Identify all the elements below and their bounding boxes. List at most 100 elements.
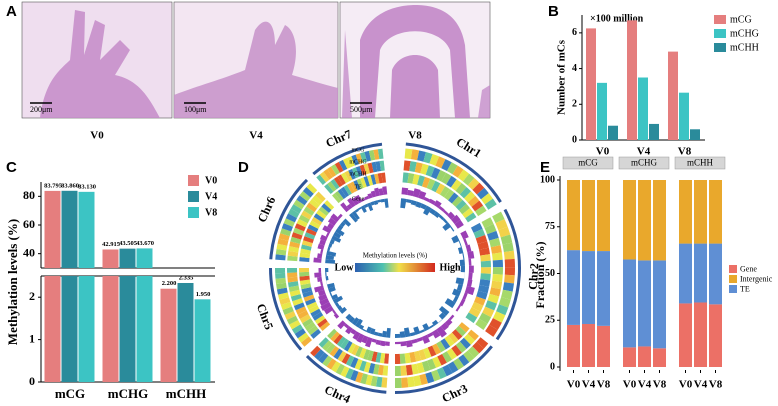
bar-segment [597, 180, 610, 252]
y-axis-title: Fraction (%) [533, 242, 547, 309]
heatmap-cell [458, 203, 470, 215]
te-density [350, 328, 357, 335]
heatmap-cell [489, 318, 502, 330]
te-density [468, 272, 473, 280]
te-density [317, 253, 323, 259]
heatmap-cell [344, 170, 353, 182]
heatmap-cell [294, 223, 306, 232]
gene-density [363, 203, 369, 208]
heatmap-cell [421, 360, 431, 372]
heatmap-cell [306, 183, 318, 194]
heatmap-cell [467, 346, 480, 358]
heatmap-cell [375, 161, 382, 172]
heatmap-cell [348, 168, 356, 180]
gene-density [325, 268, 329, 273]
heatmap-cell [312, 195, 323, 206]
te-density [330, 213, 340, 223]
value-label: 42.915 [102, 241, 121, 248]
track-label: TE [354, 184, 362, 190]
te-density [462, 292, 468, 300]
heatmap-cell [446, 162, 458, 175]
gene-density [332, 295, 343, 304]
heatmap-cell [298, 214, 310, 224]
legend-label: Intergenic [740, 274, 773, 283]
gene-density [373, 331, 379, 336]
heatmap-cell [340, 186, 350, 198]
heatmap-cell [500, 234, 513, 245]
heatmap-cell [285, 213, 298, 223]
heatmap-cell [343, 184, 352, 196]
gene-density [326, 250, 337, 257]
te-density [327, 217, 337, 226]
te-density [317, 289, 326, 297]
heatmap-cell [299, 191, 311, 202]
heatmap-cell [473, 228, 486, 239]
color-scale [355, 263, 435, 272]
te-density [314, 285, 325, 293]
value-label: 83.860 [61, 182, 79, 189]
bar [597, 82, 607, 140]
bar-segment [709, 180, 722, 244]
te-density [466, 279, 473, 287]
sample-label: V8 [408, 130, 422, 142]
te-density [450, 214, 461, 225]
heatmap-cell [301, 287, 313, 294]
gene-density [334, 302, 340, 308]
bar-segment [679, 243, 692, 304]
gene-density [325, 258, 336, 264]
te-density [361, 335, 369, 344]
heatmap-cell [462, 173, 475, 186]
gene-density [381, 330, 387, 338]
gene-density [351, 210, 360, 220]
heatmap-cell [458, 354, 470, 367]
heatmap-cell [426, 178, 436, 190]
te-density [395, 341, 401, 345]
bar [668, 51, 678, 140]
gene-density [404, 327, 411, 338]
bar-segment [694, 243, 707, 303]
heatmap-cell [367, 175, 374, 186]
gene-density [438, 214, 445, 221]
x-tick-label: V8 [678, 146, 692, 158]
heatmap-cell [487, 230, 499, 241]
heatmap-cell [291, 232, 303, 240]
heatmap-cell [287, 281, 299, 288]
heatmap-cell [463, 350, 475, 363]
te-density [405, 340, 413, 348]
value-label: 83.130 [78, 183, 96, 190]
gene-density [373, 200, 379, 205]
heatmap-cell [457, 169, 470, 182]
bar [194, 299, 211, 382]
te-density [327, 222, 335, 230]
scale-text: 100μm [184, 105, 207, 114]
heatmap-cell [451, 329, 463, 340]
gene-density [377, 332, 383, 337]
te-density [319, 239, 326, 246]
heatmap-cell [477, 241, 489, 250]
heatmap-cell [329, 345, 340, 357]
bar-segment [623, 180, 636, 260]
bar [586, 28, 596, 141]
heatmap-cell [441, 159, 452, 172]
gene-density [365, 326, 372, 334]
y-axis-title: Number of mCs [556, 39, 568, 115]
bar [119, 276, 136, 382]
bar [136, 248, 153, 268]
gene-density [377, 199, 382, 203]
heatmap-cell [379, 352, 386, 364]
heatmap-cell [502, 282, 514, 292]
gene-density [442, 218, 448, 224]
gene-density [335, 228, 345, 237]
heatmap-cell [365, 374, 373, 386]
heatmap-cell [297, 310, 309, 320]
gene-density [385, 327, 391, 338]
gene-density [360, 205, 367, 213]
te-density [345, 326, 353, 335]
heatmap-cell [330, 164, 340, 175]
bar [44, 190, 61, 268]
legend-swatch [188, 191, 199, 202]
gene-density [438, 312, 446, 320]
heatmap-cell [360, 177, 367, 188]
x-tick-label: V0 [567, 379, 581, 391]
te-density [407, 189, 414, 197]
